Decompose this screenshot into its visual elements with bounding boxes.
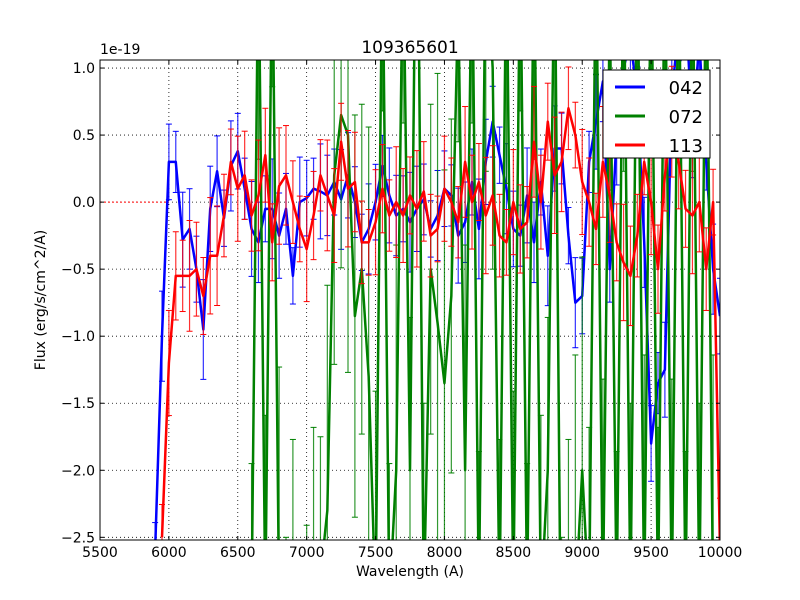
y-tick-label: −2.5 [61, 530, 95, 546]
y-tick-label: 1.0 [73, 61, 95, 77]
x-tick-label: 8500 [496, 545, 532, 561]
x-tick-label: 9000 [564, 545, 600, 561]
chart-title: 109365601 [361, 38, 458, 58]
x-tick-label: 5500 [82, 545, 118, 561]
legend-label-113: 113 [669, 136, 703, 157]
legend-label-042: 042 [669, 78, 703, 99]
y-tick-label: 0.5 [73, 128, 95, 144]
x-tick-label: 6000 [151, 545, 187, 561]
x-tick-label: 7500 [358, 545, 394, 561]
x-tick-label: 7000 [289, 545, 325, 561]
y-tick-label: −0.5 [61, 262, 95, 278]
y-tick-label: −1.0 [61, 329, 95, 345]
legend: 042 072 113 [603, 70, 710, 158]
y-tick-label: 0.0 [73, 195, 95, 211]
y-tick-label: −1.5 [61, 396, 95, 412]
y-axis-label: Flux (erg/s/cm^2/A) [33, 230, 49, 370]
y-tick-label: −2.0 [61, 463, 95, 479]
x-tick-label: 8000 [427, 545, 463, 561]
x-axis-label: Wavelength (A) [356, 564, 464, 580]
y-offset-text: 1e-19 [100, 42, 140, 58]
x-tick-label: 9500 [633, 545, 669, 561]
x-tick-label: 10000 [698, 545, 743, 561]
chart: 5500 6000 6500 7000 7500 8000 8500 9000 9500 1000… [0, 0, 800, 600]
legend-label-072: 072 [669, 107, 703, 128]
x-tick-label: 6500 [220, 545, 256, 561]
